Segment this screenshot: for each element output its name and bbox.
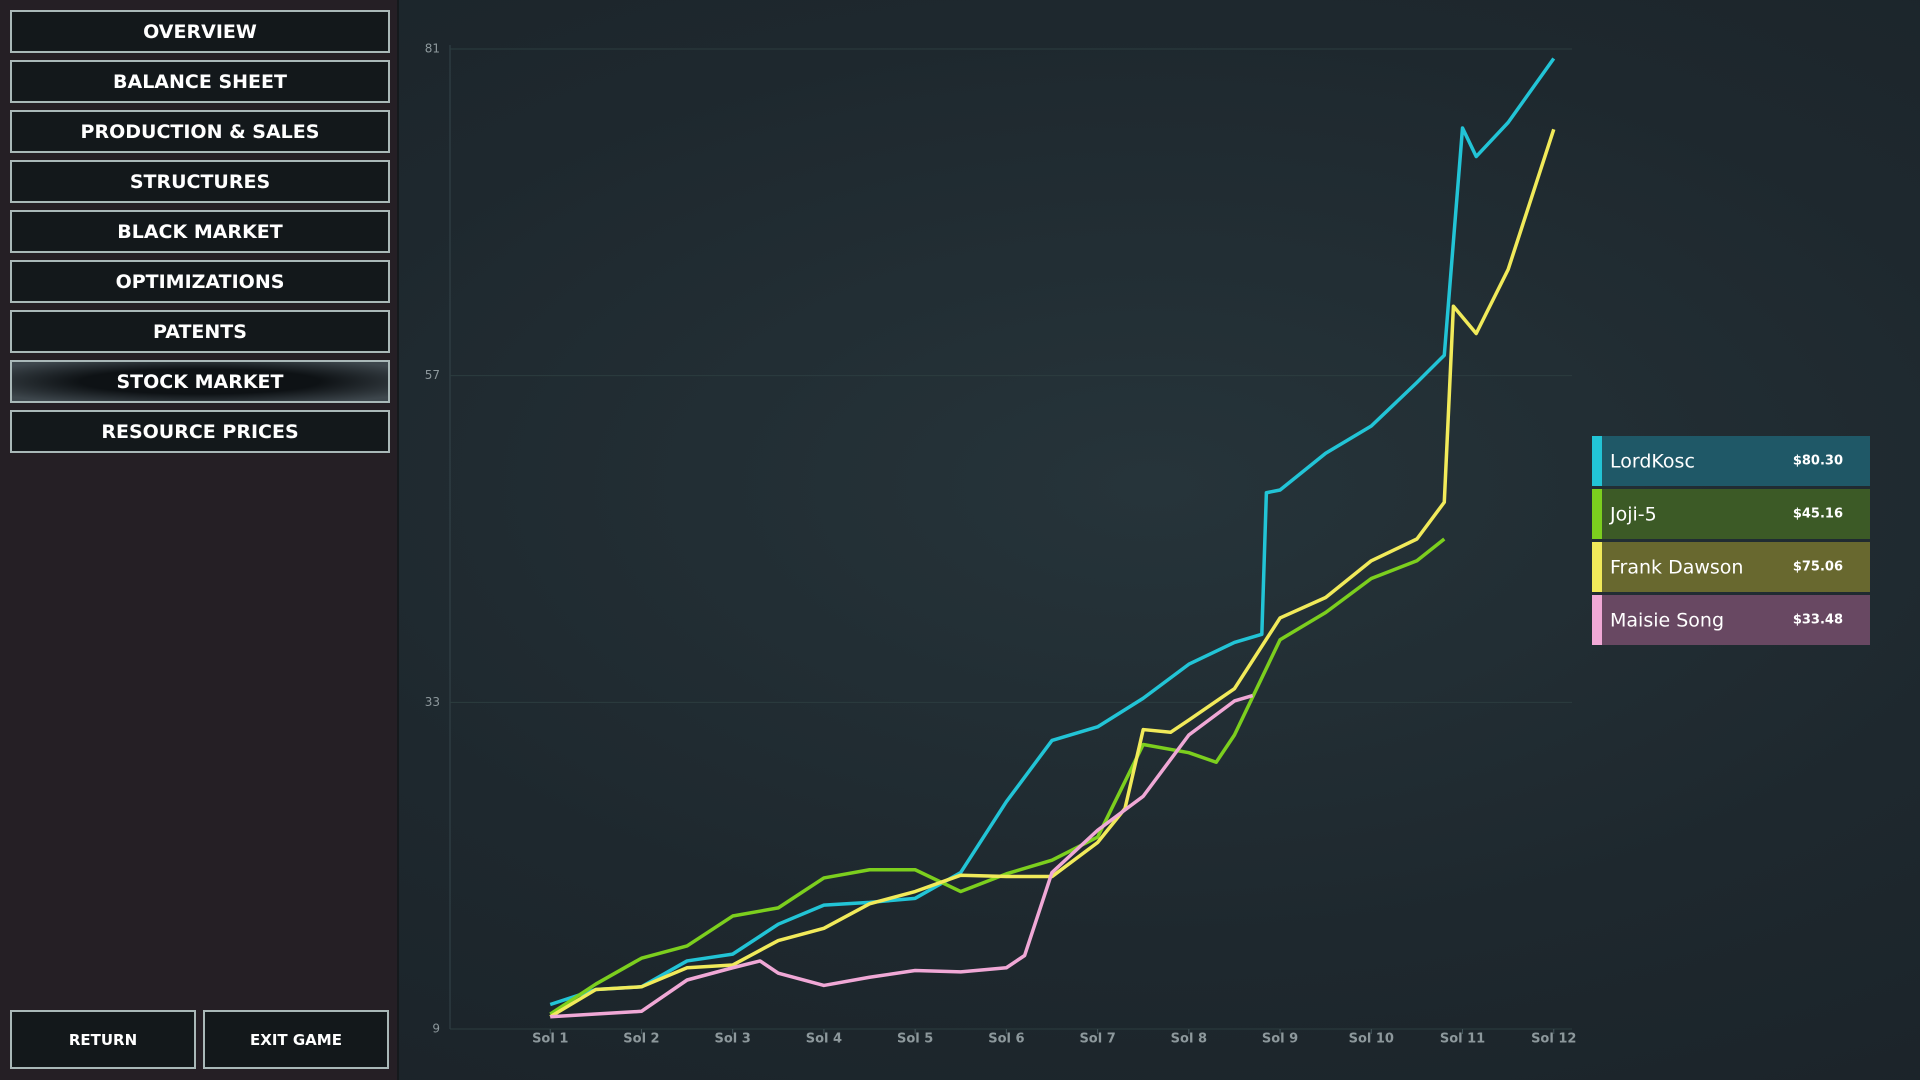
x-tick-label: Sol 9 <box>1262 1032 1298 1047</box>
legend-entry: Maisie Song $33.48 <box>1592 595 1870 645</box>
x-tick-label: Sol 11 <box>1440 1032 1485 1047</box>
x-tick-label: Sol 5 <box>897 1032 933 1047</box>
legend-entry: LordKosc $80.30 <box>1592 436 1870 486</box>
return-button[interactable]: RETURN <box>10 1010 196 1069</box>
y-tick-label: 9 <box>432 1022 440 1036</box>
legend-entry: Frank Dawson $75.06 <box>1592 542 1870 592</box>
x-tick-label: Sol 6 <box>988 1032 1024 1047</box>
menu-button[interactable]: STRUCTURES <box>10 160 390 203</box>
x-tick-label: Sol 3 <box>715 1032 751 1047</box>
legend-price: $33.48 <box>1793 613 1843 628</box>
exit-button[interactable]: EXIT GAME <box>203 1010 389 1069</box>
x-tick-label: Sol 8 <box>1171 1032 1207 1047</box>
line <box>549 128 1556 1019</box>
legend-bg <box>1592 436 1870 486</box>
line <box>550 693 1254 1019</box>
legend-entry: Joji-5 $45.16 <box>1592 489 1870 539</box>
menu-button[interactable]: PRODUCTION & SALES <box>10 110 390 153</box>
x-tick-label: Sol 12 <box>1531 1032 1576 1047</box>
menu-button[interactable]: STOCK MARKET <box>10 360 390 403</box>
legend-bg <box>1592 489 1870 539</box>
y-tick-label: 81 <box>425 42 440 56</box>
line <box>549 57 1556 1007</box>
legend-swatch <box>1592 595 1602 645</box>
sidebar: RETURN EXIT GAME OVERVIEW BALANCE SHEET PR… <box>0 0 399 1080</box>
legend-name: Frank Dawson <box>1610 557 1743 579</box>
legend-swatch <box>1592 436 1602 486</box>
menu-button[interactable]: RESOURCE PRICES <box>10 410 390 453</box>
y-tick-label: 33 <box>425 695 440 709</box>
x-tick-label: Sol 1 <box>532 1032 568 1047</box>
x-tick-label: Sol 7 <box>1079 1032 1115 1047</box>
menu-button[interactable]: BLACK MARKET <box>10 210 390 253</box>
menu-button[interactable]: OVERVIEW <box>10 10 390 53</box>
legend-price: $80.30 <box>1793 454 1843 469</box>
legend-swatch <box>1592 542 1602 592</box>
legend-bg <box>1592 595 1870 645</box>
legend-swatch <box>1592 489 1602 539</box>
x-tick-label: Sol 4 <box>806 1032 842 1047</box>
x-tick-label: Sol 2 <box>623 1032 659 1047</box>
legend-price: $45.16 <box>1793 507 1843 522</box>
line <box>549 537 1446 1016</box>
menu-button[interactable]: OPTIMIZATIONS <box>10 260 390 303</box>
x-tick-label: Sol 10 <box>1349 1032 1394 1047</box>
y-tick-label: 57 <box>425 368 440 382</box>
legend-name: LordKosc <box>1610 451 1695 473</box>
legend-bg <box>1592 542 1870 592</box>
menu-button[interactable]: BALANCE SHEET <box>10 60 390 103</box>
legend-name: Maisie Song <box>1610 610 1724 632</box>
menu-button[interactable]: PATENTS <box>10 310 390 353</box>
legend-price: $75.06 <box>1793 560 1843 575</box>
legend-name: Joji-5 <box>1609 504 1657 526</box>
